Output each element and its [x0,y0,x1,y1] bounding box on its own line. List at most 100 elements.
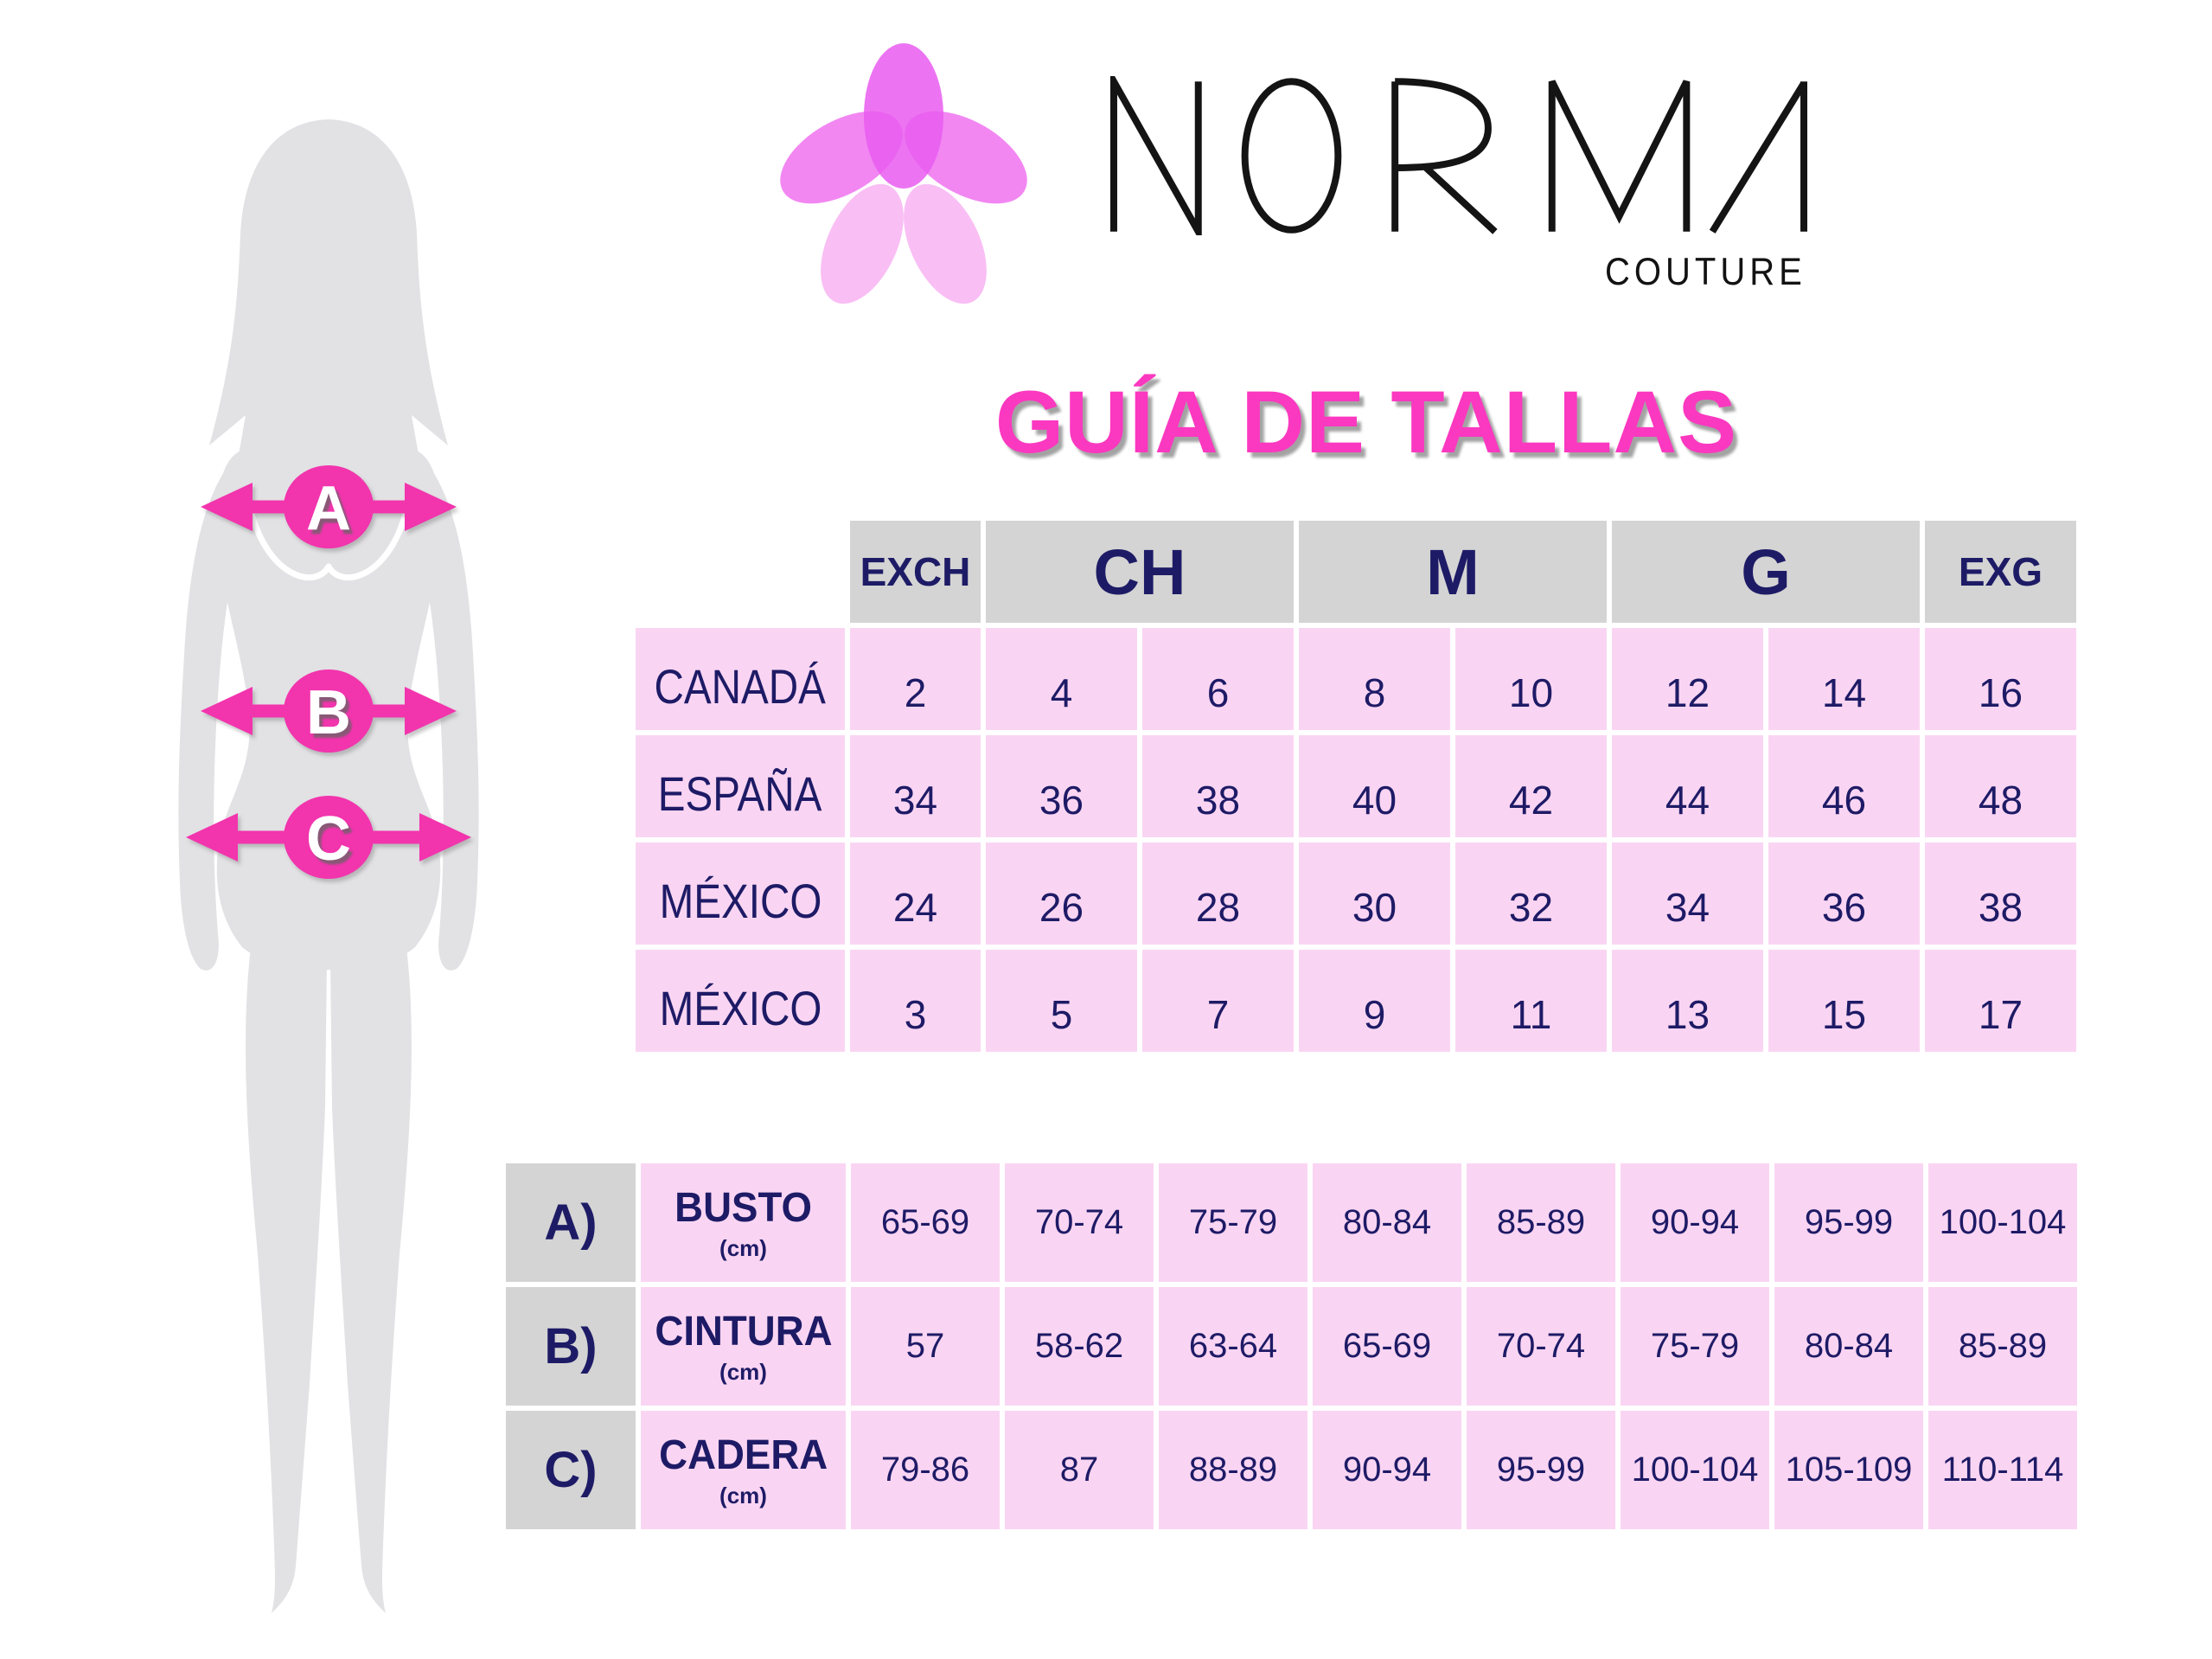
size-cell: 36 [1768,842,1920,945]
size-cell: 46 [1768,735,1920,837]
size-cell: 8 [1299,628,1450,730]
waist-arrow: B [201,669,457,753]
size-header-g: G [1612,521,1920,623]
size-cell: 32 [1455,842,1607,945]
size-header-exch: EXCH [850,521,981,623]
bust-arrow-label: A [306,474,351,543]
size-cell: 38 [1925,842,2076,945]
measure-cell: 100-104 [1621,1411,1769,1529]
measure-cell: 79-86 [851,1411,1000,1529]
size-cell: 48 [1925,735,2076,837]
size-cell: 5 [986,950,1137,1052]
arrow-left-head [186,813,238,862]
measure-cell: 63-64 [1159,1287,1307,1406]
arrow-right-head [405,483,457,531]
label-ellipse [284,796,374,879]
measure-key-b: B) [506,1287,636,1406]
waist-arrow-label: B [306,678,351,747]
measurement-table: A) BUSTO (cm) 65-69 70-74 75-79 80-84 85… [506,1163,2077,1529]
measure-cell: 85-89 [1928,1287,2077,1406]
size-cell: 7 [1142,950,1294,1052]
measure-cell: 95-99 [1467,1411,1615,1529]
measure-key-c: C) [506,1411,636,1529]
head-silhouette [268,137,389,348]
size-cell: 40 [1299,735,1450,837]
size-cell: 24 [850,842,981,945]
unit-label: (cm) [719,1482,767,1508]
size-cell: 16 [1925,628,2076,730]
size-cell: 4 [986,628,1137,730]
size-cell: 44 [1612,735,1763,837]
row-label-mexico: MÉXICO [636,842,845,945]
measure-cell: 95-99 [1774,1163,1923,1282]
measurement-figure: A B C [178,119,479,1613]
measure-cell: 87 [1005,1411,1154,1529]
size-cell: 34 [850,735,981,837]
measure-cell: 75-79 [1621,1287,1769,1406]
size-cell: 14 [1768,628,1920,730]
size-cell: 28 [1142,842,1294,945]
bust-arrow: A [201,465,457,548]
size-cell: 2 [850,628,981,730]
measure-label-cintura: CINTURA (cm) [641,1287,846,1406]
size-cell: 38 [1142,735,1294,837]
size-cell: 3 [850,950,981,1052]
size-cell: 9 [1299,950,1450,1052]
measure-cell: 105-109 [1774,1411,1923,1529]
measure-cell: 90-94 [1313,1411,1461,1529]
arrow-left-head [201,687,253,735]
measure-cell: 57 [851,1287,1000,1406]
hip-arrow-label: C [306,804,351,874]
size-cell: 15 [1768,950,1920,1052]
size-header-ch: CH [986,521,1294,623]
measure-key-a: A) [506,1163,636,1282]
measure-cell: 75-79 [1159,1163,1307,1282]
row-label-mexico: MÉXICO [636,950,845,1052]
hip-arrow: C [186,796,471,879]
measure-cell: 65-69 [1313,1287,1461,1406]
size-conversion-table: EXCH CH M G EXG CANADÁ 2 4 6 8 10 12 14 … [636,521,2076,1052]
arrow-right-head [419,813,471,862]
label-ellipse [284,465,374,548]
size-cell: 10 [1455,628,1607,730]
size-cell: 17 [1925,950,2076,1052]
measure-label-busto: BUSTO (cm) [641,1163,846,1282]
orchid-flower-icon [780,43,1027,304]
unit-label: (cm) [719,1234,767,1261]
size-cell: 6 [1142,628,1294,730]
measure-cell: 88-89 [1159,1411,1307,1529]
arrow-left-head [201,483,253,531]
unit-label: (cm) [719,1358,767,1385]
measure-cell: 100-104 [1928,1163,2077,1282]
brand-subtitle: COUTURE [1605,251,1806,294]
measure-cell: 70-74 [1467,1287,1615,1406]
measure-cell: 70-74 [1005,1163,1154,1282]
row-label-canada: CANADÁ [636,628,845,730]
measure-cell: 58-62 [1005,1287,1154,1406]
measure-cell: 65-69 [851,1163,1000,1282]
size-cell: 30 [1299,842,1450,945]
size-cell: 26 [986,842,1137,945]
left-leg-silhouette [246,947,327,1613]
measure-cell: 80-84 [1313,1163,1461,1282]
size-header-m: M [1299,521,1607,623]
size-cell: 34 [1612,842,1763,945]
size-cell: 13 [1612,950,1763,1052]
size-header-exg: EXG [1925,521,2076,623]
measure-cell: 80-84 [1774,1287,1923,1406]
row-label-espana: ESPAÑA [636,735,845,837]
measure-label-cadera: CADERA (cm) [641,1411,846,1529]
bust-curve-left [247,507,332,581]
measure-cell: 85-89 [1467,1163,1615,1282]
measure-cell: 110-114 [1928,1411,2077,1529]
size-cell: 12 [1612,628,1763,730]
table-corner-spacer [636,521,845,623]
bust-curve-right [325,507,410,581]
arrow-right-head [405,687,457,735]
size-cell: 36 [986,735,1137,837]
page-title: GUÍA DE TALLAS [994,373,1738,471]
size-cell: 42 [1455,735,1607,837]
size-cell: 11 [1455,950,1607,1052]
measure-cell: 90-94 [1621,1163,1769,1282]
brand-wordmark [1109,76,1808,235]
